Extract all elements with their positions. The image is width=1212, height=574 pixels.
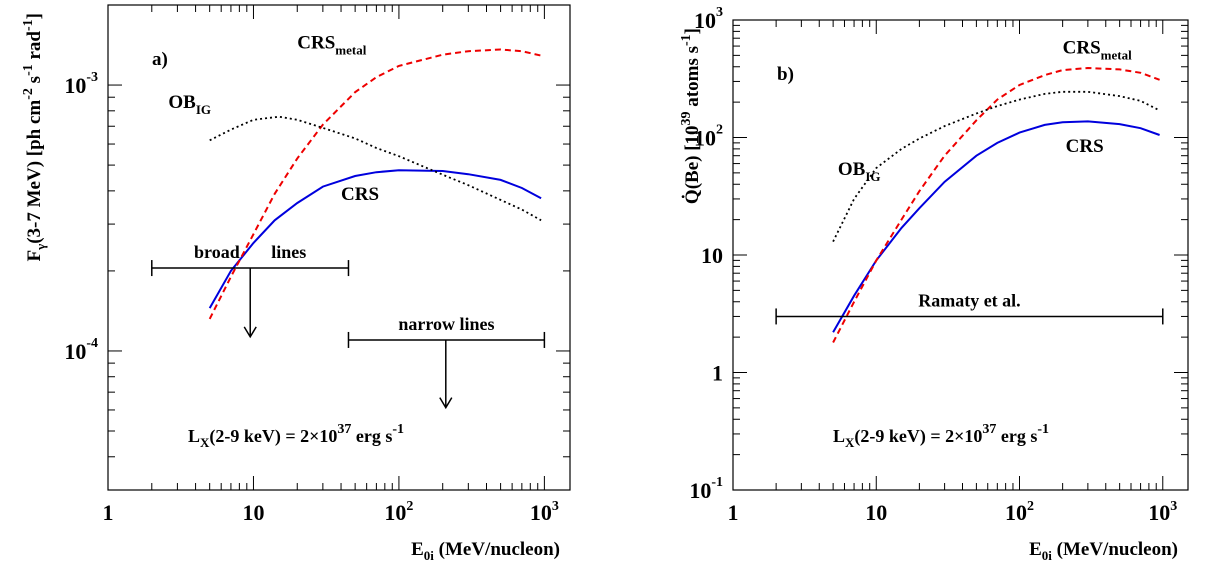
series-line-crs-metal xyxy=(208,48,542,320)
x-tick-label: 10 xyxy=(865,500,887,525)
y-tick-label: 102 xyxy=(694,123,723,151)
plot-frame xyxy=(732,19,1189,491)
series-line-crs xyxy=(832,120,1160,333)
x-tick-label: 1 xyxy=(728,500,739,525)
y-ticks xyxy=(108,4,570,491)
x-tick-label: 102 xyxy=(1005,499,1034,525)
panel-label: b) xyxy=(777,64,794,85)
series-label: OBIG xyxy=(168,92,211,117)
series-label: CRS xyxy=(1066,136,1104,157)
x-axis-title: E0i (MeV/nucleon) xyxy=(411,539,560,563)
limit-label: narrow lines xyxy=(398,314,494,334)
y-ticks xyxy=(733,19,1188,491)
x-tick-label: 103 xyxy=(1148,499,1177,525)
series-label: CRSmetal xyxy=(297,33,366,58)
luminosity-annotation: LX(2-9 keV) = 2×1037 erg s-1 xyxy=(833,422,1049,450)
series-line-crs xyxy=(208,169,542,309)
limit-label: broad lines xyxy=(194,242,306,262)
x-ticks xyxy=(732,20,1164,490)
limit-marker: Ramaty et al. xyxy=(775,290,1164,325)
x-ticks xyxy=(107,5,545,490)
y-axis-title: Q̇(Be) [1039 atoms s-1] xyxy=(679,28,703,204)
y-tick-label: 10-4 xyxy=(64,336,98,364)
plot-frame xyxy=(107,4,571,491)
y-tick-label: 10-3 xyxy=(64,70,98,98)
x-axis-title: E0i (MeV/nucleon) xyxy=(1029,539,1178,563)
series-label: OBIG xyxy=(838,159,881,184)
y-tick-label: 10 xyxy=(701,243,723,268)
series-line-ob-ig xyxy=(209,115,542,222)
limit-marker: broad lines xyxy=(151,242,350,339)
y-tick-label: 103 xyxy=(694,5,723,33)
series-label: CRS xyxy=(341,184,379,205)
x-tick-label: 10 xyxy=(242,500,264,525)
series-label: CRSmetal xyxy=(1063,37,1132,62)
series-group xyxy=(832,66,1161,343)
limit-arrowhead xyxy=(243,326,257,339)
y-tick-label: 10-1 xyxy=(689,475,723,503)
limit-arrowhead xyxy=(439,397,453,410)
series-line-ob-ig xyxy=(832,90,1161,242)
series-line-crs-metal xyxy=(832,66,1160,343)
x-tick-label: 1 xyxy=(103,500,114,525)
x-tick-label: 103 xyxy=(530,499,559,525)
luminosity-annotation: LX(2-9 keV) = 2×1037 erg s-1 xyxy=(188,422,404,450)
y-tick-label: 1 xyxy=(712,361,723,386)
y-axis-title: Fγ(3-7 MeV) [ph cm-2 s-1 rad-1] xyxy=(21,13,48,262)
x-tick-label: 102 xyxy=(384,499,413,525)
series-group xyxy=(208,48,542,320)
limit-marker: narrow lines xyxy=(347,314,546,410)
panel-label: a) xyxy=(152,49,168,70)
panel-a: 1 10 102 103 10-3 10-4 E0i (MeV/nucleon) Fγ(3-7… xyxy=(21,4,571,563)
limit-label: Ramaty et al. xyxy=(918,290,1020,310)
